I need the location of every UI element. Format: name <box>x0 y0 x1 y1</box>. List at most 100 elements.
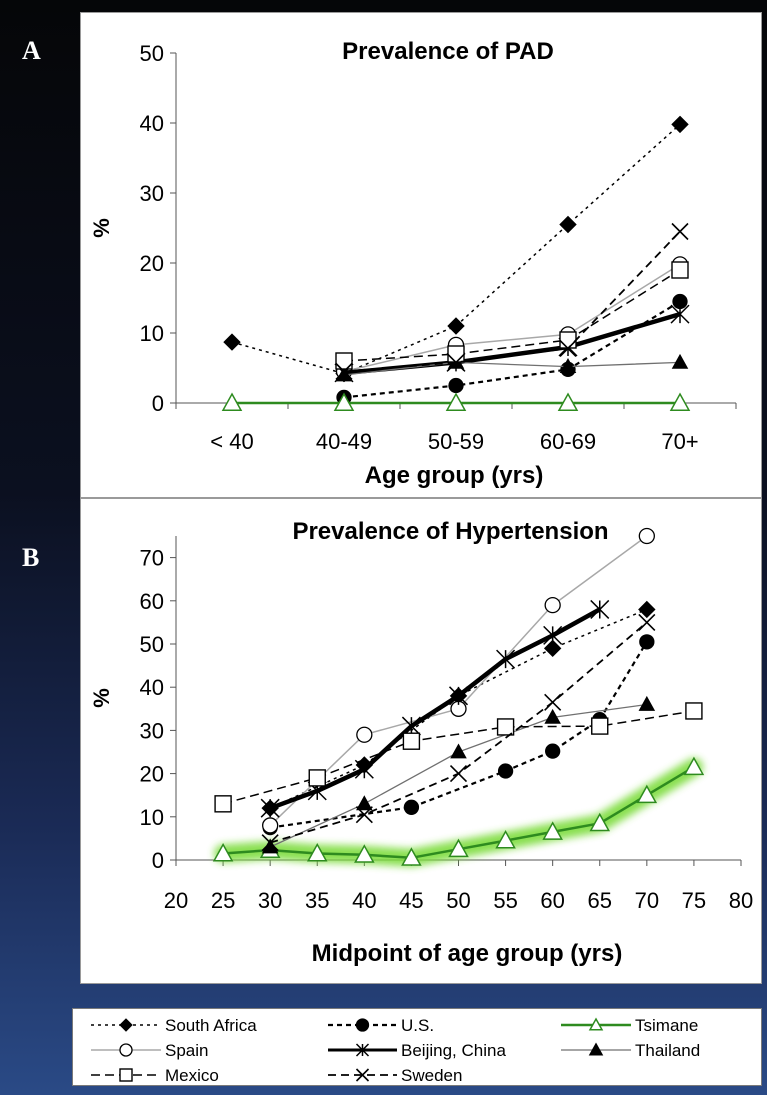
chart-title: Prevalence of Hypertension <box>292 518 608 545</box>
x-tick-label: 70+ <box>661 429 698 454</box>
y-tick-label: 30 <box>140 181 164 206</box>
x-tick-label: 20 <box>164 888 188 913</box>
data-point <box>545 743 561 759</box>
x-tick-label: 65 <box>588 888 612 913</box>
series-sweden <box>261 613 656 852</box>
series-line <box>269 608 648 809</box>
panel-label-b: B <box>22 543 40 572</box>
legend-graphic: South Africa U.S. Tsimane Spain Beijing, Chi… <box>91 1016 700 1085</box>
data-point <box>544 693 562 711</box>
series-line <box>270 641 648 829</box>
data-point <box>356 726 373 743</box>
data-point <box>447 353 465 371</box>
data-point <box>356 795 373 811</box>
data-point <box>447 317 465 335</box>
series-line <box>269 607 601 811</box>
data-point <box>683 756 705 776</box>
data-point <box>223 333 241 351</box>
data-point <box>559 215 577 234</box>
data-point <box>449 765 468 783</box>
series-line <box>343 300 681 399</box>
data-point <box>260 798 280 818</box>
y-axis-label: % <box>89 688 114 708</box>
data-point <box>308 769 326 787</box>
y-tick-label: 10 <box>140 805 164 830</box>
x-tick-label: 80 <box>729 888 753 913</box>
data-point <box>335 362 353 381</box>
hypertension-chart: Prevalence of Hypertension 0 10 20 30 40 50 60 7… <box>89 518 753 967</box>
data-point <box>559 331 577 349</box>
data-point <box>590 599 610 619</box>
series-beijing-china <box>260 599 610 818</box>
data-point <box>261 834 279 852</box>
y-tick-label: 40 <box>140 675 164 700</box>
y-tick-label: 20 <box>140 762 164 787</box>
x-tick-label: 60 <box>540 888 564 913</box>
series-tsimane <box>221 392 691 412</box>
legend-marker <box>355 1018 370 1032</box>
legend-entry-south-africa: South Africa <box>91 1016 257 1035</box>
panel-label-a: A <box>22 36 41 65</box>
data-point <box>401 847 422 866</box>
data-point <box>591 717 609 735</box>
data-point <box>671 353 689 369</box>
x-tick-label: 25 <box>211 888 235 913</box>
data-point <box>544 596 561 614</box>
x-tick-label: 75 <box>682 888 706 913</box>
data-point <box>638 600 656 619</box>
legend-marker <box>119 1018 133 1032</box>
data-point <box>221 392 243 411</box>
data-point <box>262 817 279 834</box>
hypertension-chart-panel: Prevalence of Hypertension 0 10 20 30 40 50 60 7… <box>80 498 762 984</box>
x-tick-label: < 40 <box>210 429 253 454</box>
data-point <box>559 339 577 357</box>
y-tick-label: 50 <box>140 632 164 657</box>
legend-label: Thailand <box>635 1041 700 1060</box>
legend-marker <box>119 1068 133 1082</box>
series-line <box>343 269 681 362</box>
x-axis-label: Age group (yrs) <box>365 462 544 489</box>
y-tick-label: 70 <box>140 546 164 571</box>
chart-legend: South Africa U.S. Tsimane Spain Beijing, Chi… <box>72 1008 762 1086</box>
legend-label: Sweden <box>401 1066 462 1085</box>
data-point <box>639 634 655 650</box>
x-tick-label: 35 <box>305 888 329 913</box>
data-point <box>636 784 658 804</box>
data-point <box>212 842 234 862</box>
data-point <box>448 377 464 394</box>
x-tick-label: 50-59 <box>428 429 484 454</box>
x-axis-label: Midpoint of age group (yrs) <box>312 940 623 967</box>
series-tsimane <box>212 756 705 867</box>
data-point <box>496 718 515 736</box>
data-point <box>638 527 655 545</box>
legend-entry-spain: Spain <box>91 1041 208 1060</box>
data-point <box>403 799 420 815</box>
y-tick-label: 40 <box>140 111 164 136</box>
data-point <box>638 613 656 631</box>
y-tick-label: 50 <box>140 41 164 66</box>
data-point <box>447 345 465 363</box>
legend-label: South Africa <box>165 1016 257 1035</box>
data-point <box>685 702 703 720</box>
data-point <box>544 708 561 724</box>
data-point <box>557 392 579 411</box>
y-tick-label: 30 <box>140 718 164 743</box>
legend-entry-mexico: Mexico <box>91 1066 219 1085</box>
data-point <box>214 795 232 813</box>
legend-entry-u-s: U.S. <box>328 1016 434 1035</box>
series-spain <box>262 527 655 834</box>
data-point <box>355 806 373 824</box>
legend-label: U.S. <box>401 1016 434 1035</box>
data-point <box>542 821 563 840</box>
legend-entry-sweden: Sweden <box>328 1066 462 1085</box>
data-point <box>402 732 421 750</box>
legend-label: Beijing, China <box>401 1041 506 1060</box>
y-tick-label: 0 <box>152 848 164 873</box>
y-tick-label: 20 <box>140 251 164 276</box>
y-tick-label: 0 <box>152 391 164 416</box>
data-point <box>335 352 353 370</box>
data-point <box>445 392 467 411</box>
legend-label: Spain <box>165 1041 208 1060</box>
legend-marker <box>355 1043 370 1057</box>
x-tick-label: 60-69 <box>540 429 596 454</box>
